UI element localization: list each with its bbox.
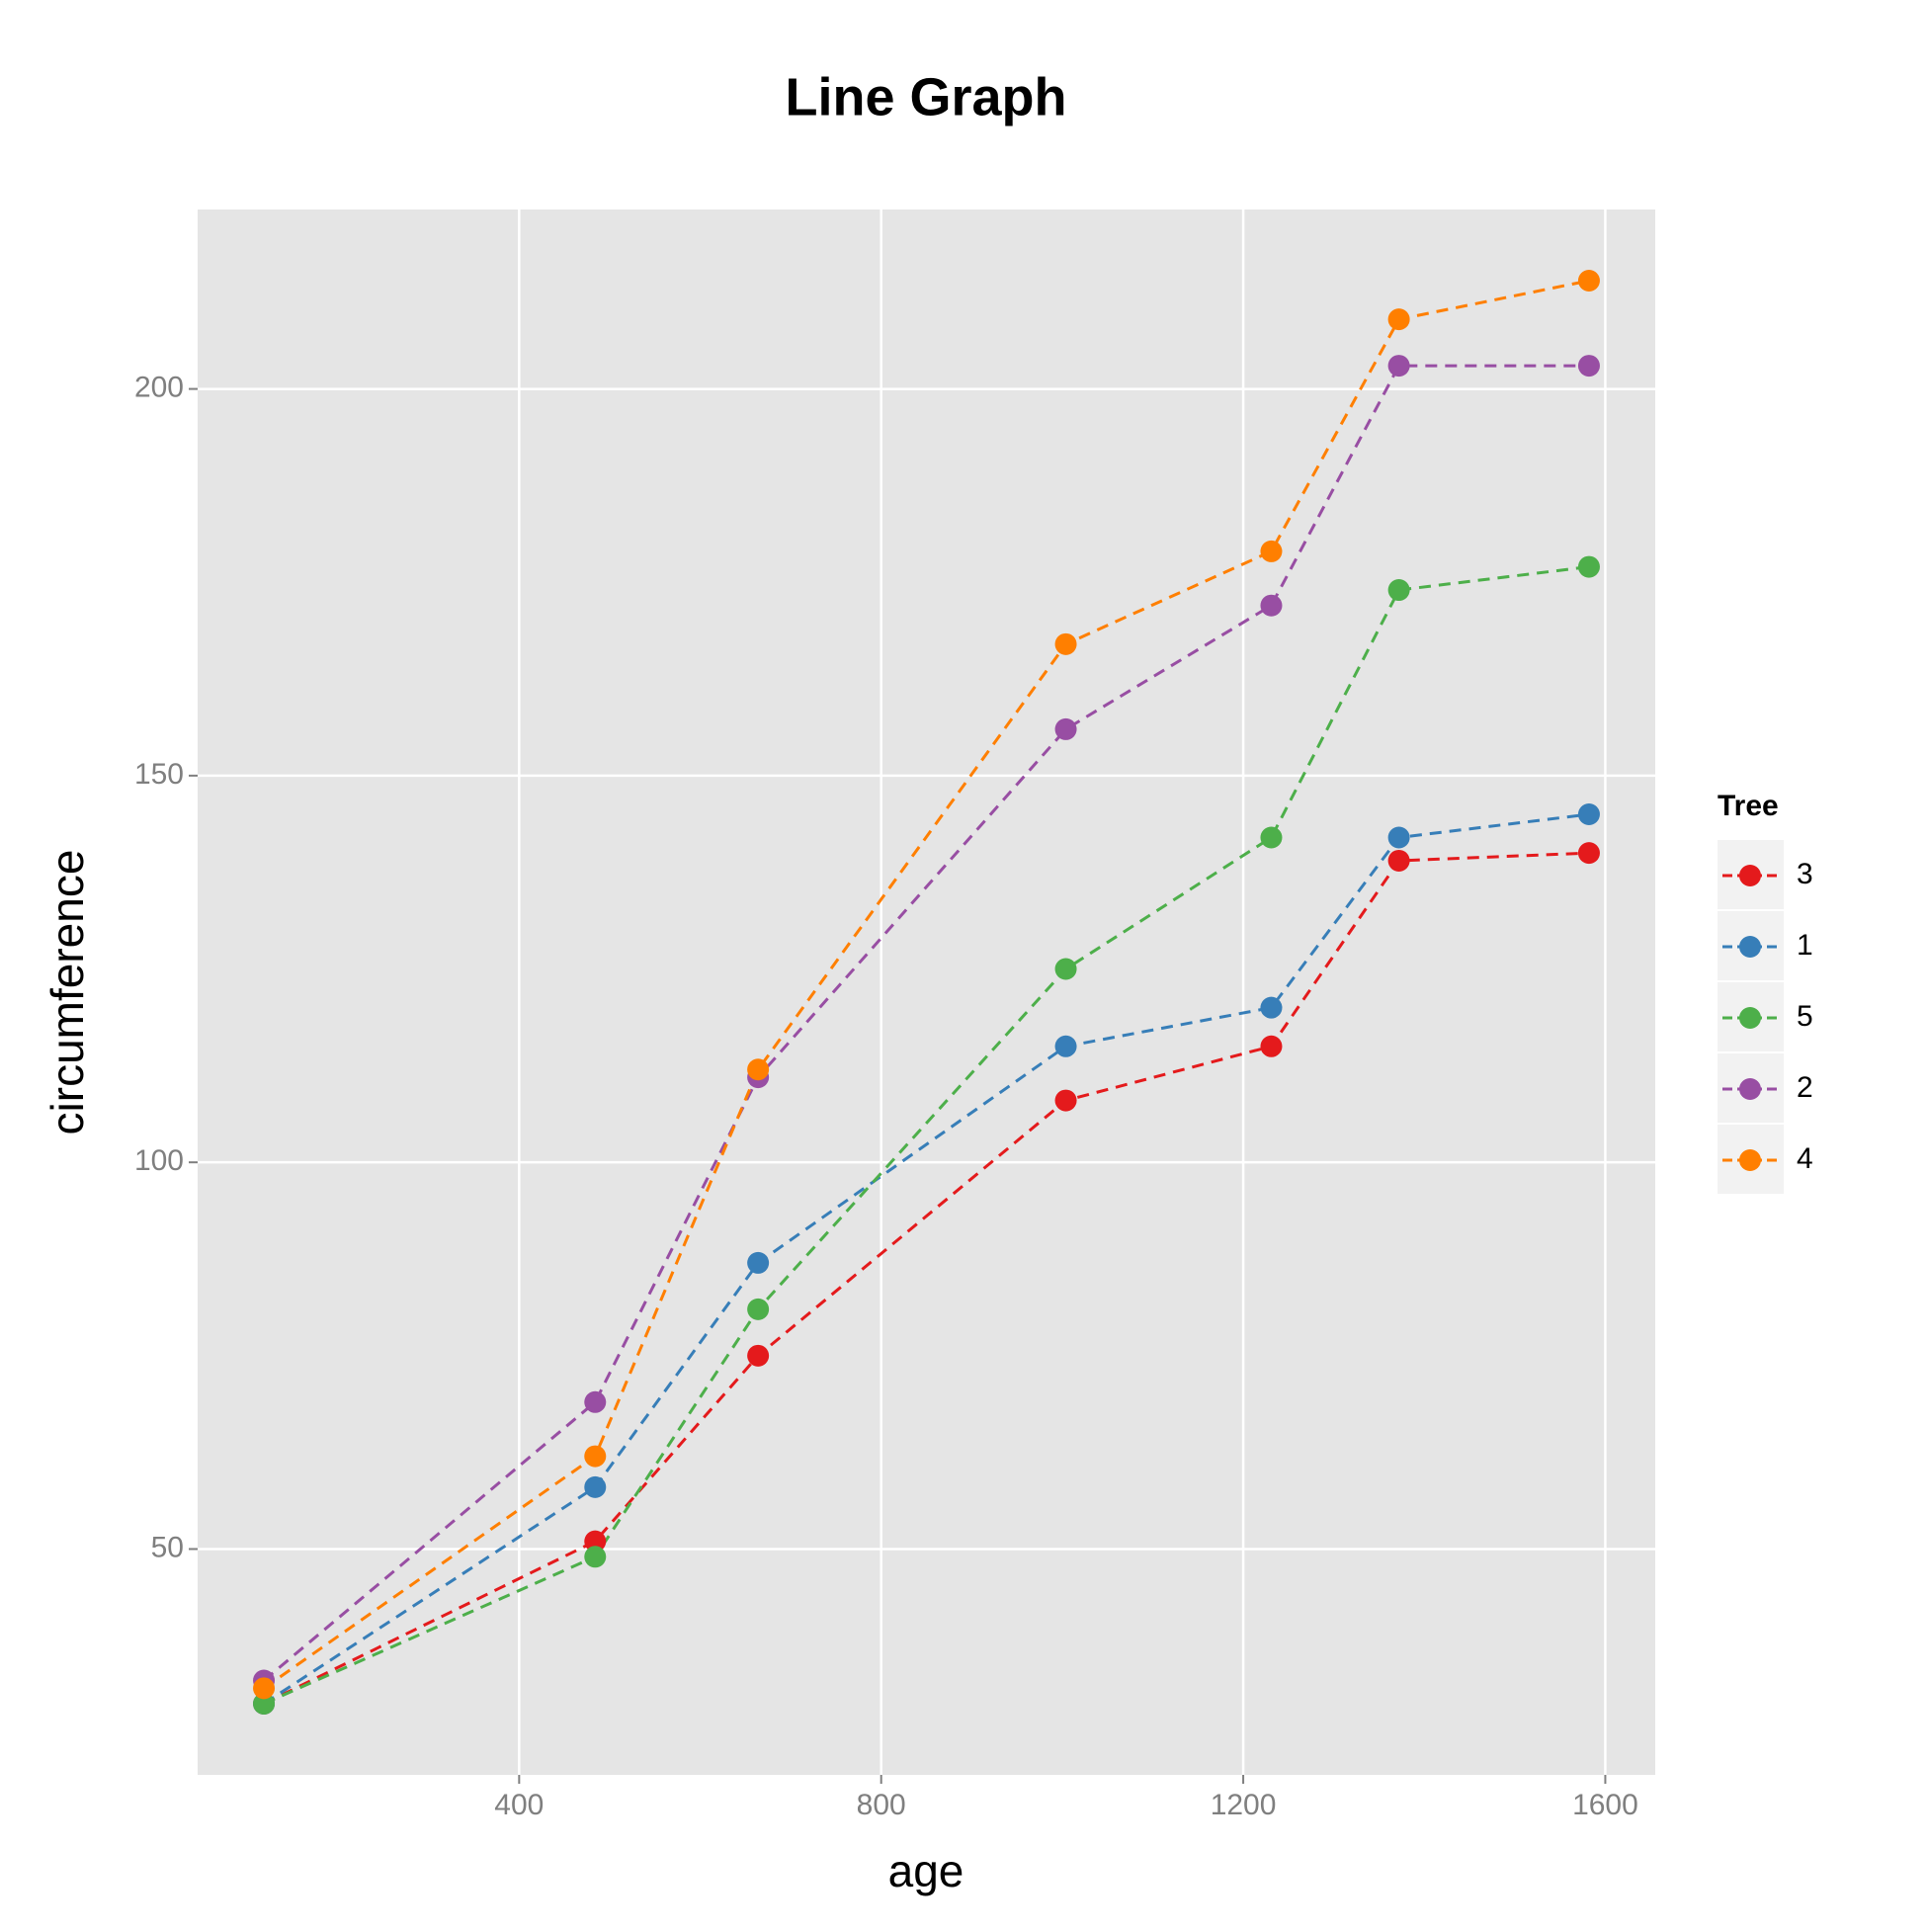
data-point: [1054, 1089, 1077, 1112]
data-point: [1387, 849, 1410, 872]
data-point: [1577, 803, 1600, 825]
x-tick-label: 1200: [1211, 1789, 1277, 1821]
legend-marker: [1739, 1078, 1761, 1100]
legend-label: 3: [1797, 858, 1813, 890]
y-axis-title: circumference: [42, 850, 93, 1135]
data-point: [1260, 1035, 1283, 1057]
legend-label: 1: [1797, 929, 1813, 962]
data-point: [1260, 996, 1283, 1019]
data-point: [584, 1530, 607, 1553]
data-point: [747, 1298, 770, 1320]
chart-title: Line Graph: [785, 67, 1066, 126]
data-point: [1054, 1035, 1077, 1057]
data-point: [584, 1390, 607, 1413]
y-tick-label: 50: [151, 1531, 184, 1563]
data-point: [584, 1546, 607, 1568]
data-point: [1260, 826, 1283, 849]
x-tick-label: 800: [857, 1789, 906, 1821]
data-point: [253, 1693, 276, 1715]
data-point: [584, 1475, 607, 1498]
data-point: [253, 1677, 276, 1700]
data-point: [1387, 579, 1410, 602]
data-point: [1577, 842, 1600, 865]
data-point: [1577, 555, 1600, 578]
legend-marker: [1739, 865, 1761, 886]
legend-label: 2: [1797, 1071, 1813, 1104]
y-tick-label: 150: [134, 758, 184, 791]
data-point: [747, 1251, 770, 1274]
x-tick-label: 1600: [1572, 1789, 1638, 1821]
legend-marker: [1739, 1149, 1761, 1171]
data-point: [1054, 717, 1077, 740]
data-point: [1387, 308, 1410, 331]
data-point: [1387, 826, 1410, 849]
legend-marker: [1739, 1007, 1761, 1029]
x-tick-label: 400: [494, 1789, 544, 1821]
legend-label: 4: [1797, 1142, 1813, 1175]
legend-label: 5: [1797, 1000, 1813, 1033]
data-point: [1054, 958, 1077, 980]
legend-title: Tree: [1718, 790, 1779, 822]
data-point: [1260, 540, 1283, 562]
data-point: [1054, 632, 1077, 655]
data-point: [747, 1058, 770, 1081]
y-tick-label: 200: [134, 371, 184, 403]
data-point: [1577, 355, 1600, 378]
data-point: [1260, 594, 1283, 617]
y-tick-label: 100: [134, 1144, 184, 1177]
x-axis-title: age: [888, 1845, 964, 1896]
legend-marker: [1739, 936, 1761, 958]
data-point: [1577, 270, 1600, 292]
data-point: [747, 1344, 770, 1367]
data-point: [584, 1445, 607, 1468]
plot-panel: [198, 210, 1655, 1775]
data-point: [1387, 355, 1410, 378]
